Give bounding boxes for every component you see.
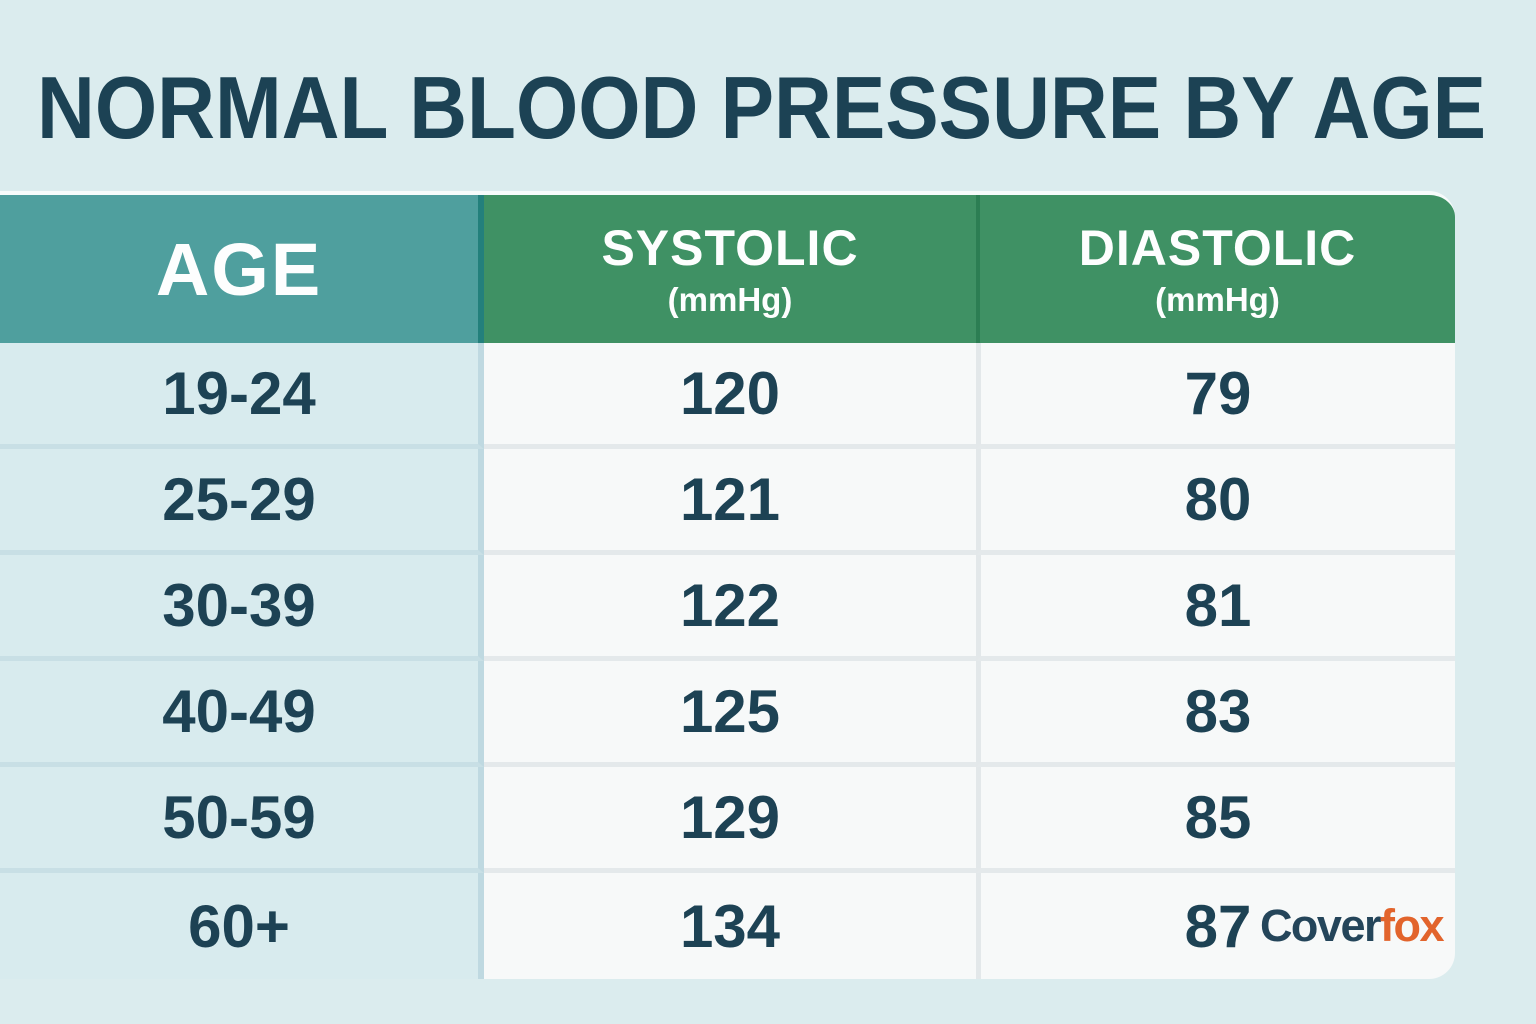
age-cell: 40-49 <box>0 661 484 767</box>
systolic-value: 129 <box>679 784 781 851</box>
systolic-cell: 125 <box>484 661 976 767</box>
age-value: 19-24 <box>162 360 316 427</box>
age-cell: 30-39 <box>0 555 484 661</box>
diastolic-cell: 79 <box>976 343 1455 449</box>
systolic-cell: 120 <box>484 343 976 449</box>
systolic-value: 134 <box>679 892 781 960</box>
systolic-header-unit: (mmHg) <box>667 281 793 318</box>
age-value: 25-29 <box>162 466 316 533</box>
age-value: 30-39 <box>162 572 316 639</box>
diastolic-value: 80 <box>1184 466 1252 533</box>
column-header-diastolic: DIASTOLIC (mmHg) <box>976 195 1455 343</box>
column-header-age: AGE <box>0 195 484 343</box>
diastolic-value: 87 <box>1184 892 1252 960</box>
logo-fox-text: fox <box>1380 900 1445 951</box>
systolic-value: 120 <box>679 360 781 427</box>
age-cell: 60+ <box>0 873 484 979</box>
diastolic-value: 81 <box>1184 572 1252 639</box>
page-title: NORMAL BLOOD PRESSURE BY AGE <box>37 58 1487 157</box>
systolic-value: 125 <box>679 678 781 745</box>
column-header-systolic: SYSTOLIC (mmHg) <box>484 195 976 343</box>
age-header-label: AGE <box>155 227 323 311</box>
systolic-cell: 122 <box>484 555 976 661</box>
systolic-cell: 121 <box>484 449 976 555</box>
diastolic-header-unit: (mmHg) <box>1155 281 1280 318</box>
diastolic-value: 79 <box>1184 360 1252 427</box>
systolic-value: 122 <box>679 572 781 639</box>
age-cell: 25-29 <box>0 449 484 555</box>
diastolic-cell: 81 <box>976 555 1455 661</box>
diastolic-value: 83 <box>1184 678 1252 745</box>
age-value: 50-59 <box>162 784 316 851</box>
systolic-value: 121 <box>679 466 781 533</box>
systolic-header-label: SYSTOLIC <box>601 220 859 276</box>
age-cell: 19-24 <box>0 343 484 449</box>
systolic-cell: 134 <box>484 873 976 979</box>
diastolic-cell: 83 <box>976 661 1455 767</box>
blood-pressure-table: AGE SYSTOLIC (mmHg) DIASTOLIC (mmHg) 19-… <box>0 191 1455 979</box>
age-value: 40-49 <box>162 678 316 745</box>
coverfox-logo: Coverfox <box>1259 900 1445 952</box>
age-value: 60+ <box>188 892 290 960</box>
diastolic-value: 85 <box>1184 784 1252 851</box>
logo-cover-text: Cover <box>1259 900 1382 951</box>
diastolic-cell: 85 <box>976 767 1455 873</box>
diastolic-header-label: DIASTOLIC <box>1078 220 1357 276</box>
age-cell: 50-59 <box>0 767 484 873</box>
diastolic-cell: 87 Coverfox <box>976 873 1455 979</box>
diastolic-cell: 80 <box>976 449 1455 555</box>
systolic-cell: 129 <box>484 767 976 873</box>
